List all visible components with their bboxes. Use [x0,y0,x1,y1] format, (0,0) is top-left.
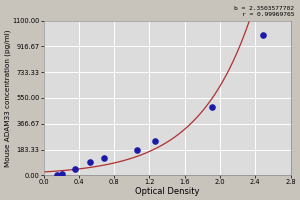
Point [134,148,139,151]
Point [72,167,77,170]
Y-axis label: Mouse ADAM33 concentration (pg/ml): Mouse ADAM33 concentration (pg/ml) [4,29,11,167]
Point [101,157,106,160]
Text: b = 2.3503577702
r = 0.99969765: b = 2.3503577702 r = 0.99969765 [234,6,294,17]
Point [60,172,65,176]
Point [55,174,60,177]
Point [153,139,158,143]
X-axis label: Optical Density: Optical Density [135,187,199,196]
Point [260,33,265,36]
Point [87,161,92,164]
Point [209,105,214,108]
